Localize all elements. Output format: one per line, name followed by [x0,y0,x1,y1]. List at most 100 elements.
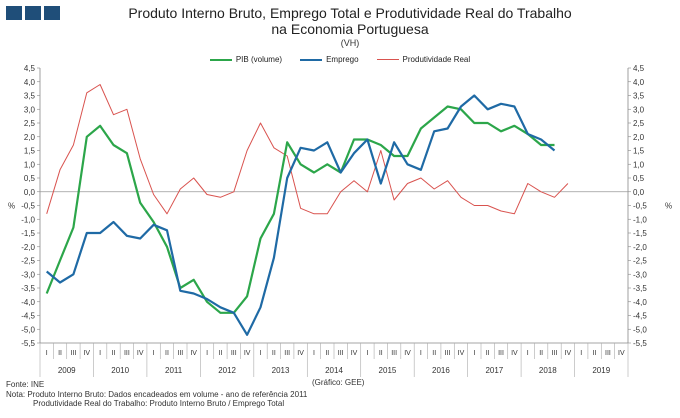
quarter-label: III [605,350,611,357]
y-tick-label-left: 4,5 [24,64,36,73]
quarter-label: II [58,350,62,357]
chart-legend: PIB (volume) Emprego Produtividade Real [0,55,680,64]
quarter-label: I [99,350,101,357]
y-tick-label-left: -3,5 [21,284,35,293]
y-tick-label-left: -4,0 [21,298,35,307]
y-tick-label-right: 4,5 [633,64,645,73]
quarter-label: II [325,350,329,357]
y-tick-label-right: -4,0 [633,298,647,307]
y-tick-label-left: 0,0 [24,188,36,197]
quarter-label: III [498,350,504,357]
y-tick-label-left: 3,0 [24,105,36,114]
y-tick-label-right: 0,5 [633,174,645,183]
chart-credit: (Gráfico: GEE) [312,378,365,387]
y-tick-label-right: -5,0 [633,325,647,334]
quarter-label: IV [351,350,358,357]
legend-label: Emprego [326,55,359,64]
series-line-emprego [45,94,556,336]
y-tick-label-right: 0,0 [633,188,645,197]
y-tick-label-left: -2,0 [21,243,35,252]
quarter-label: IV [458,350,465,357]
quarter-label: III [177,350,183,357]
y-unit-right: % [665,202,672,211]
year-label: 2019 [592,366,610,375]
year-label: 2013 [272,366,290,375]
logo-square-icon [44,6,60,20]
quarter-label: I [366,350,368,357]
y-tick-label-left: 2,5 [24,119,36,128]
y-tick-label-left: -0,5 [21,202,35,211]
year-label: 2017 [485,366,503,375]
chart-subtitle: (VH) [340,38,360,48]
quarter-label: II [112,350,116,357]
year-label: 2011 [165,366,183,375]
source-note: Fonte: INE [6,380,45,389]
legend-line-icon [209,58,232,61]
quarter-label: II [432,350,436,357]
legend-label: PIB (volume) [235,55,283,64]
bank-logo [6,6,60,20]
y-tick-label-right: -3,5 [633,284,647,293]
quarter-label: IV [190,350,197,357]
quarter-label: II [593,350,597,357]
quarter-label: III [284,350,290,357]
y-tick-label-left: -3,0 [21,270,35,279]
quarter-label: IV [618,350,625,357]
quarter-label: II [539,350,543,357]
quarter-label: I [580,350,582,357]
year-label: 2016 [432,366,450,375]
quarter-label: II [165,350,169,357]
y-tick-label-right: 2,5 [633,119,645,128]
y-tick-label-left: 0,5 [24,174,36,183]
y-tick-label-right: 3,5 [633,92,645,101]
year-label: 2018 [539,366,557,375]
year-label: 2012 [218,366,236,375]
y-tick-label-right: -3,0 [633,270,647,279]
quarter-label: I [46,350,48,357]
legend-item-emprego: Emprego [300,55,359,64]
quarter-label: I [527,350,529,357]
y-tick-label-right: -5,5 [633,339,647,348]
y-tick-label-right: 2,0 [633,133,645,142]
series-line-produtividade [46,84,569,215]
legend-label: Produtividade Real [402,55,471,64]
y-tick-label-right: -1,0 [633,215,647,224]
note-pib: Nota: Produto Interno Bruto: Dados encad… [6,389,308,399]
quarter-label: IV [297,350,304,357]
quarter-label: IV [511,350,518,357]
quarter-label: III [338,350,344,357]
quarter-label: I [260,350,262,357]
quarter-label: IV [137,350,144,357]
year-label: 2015 [379,366,397,375]
y-tick-label-right: -2,5 [633,257,647,266]
quarter-label: II [218,350,222,357]
quarter-label: IV [244,350,251,357]
logo-square-icon [25,6,41,20]
footer: Fonte: INE Nota: Produto Interno Bruto: … [6,380,307,409]
note-productivity: Produtividade Real do Trabalho: Produto … [33,399,285,408]
legend-line-icon [300,58,323,61]
y-tick-label-left: -2,5 [21,257,35,266]
y-tick-label-left: 3,5 [24,92,36,101]
y-tick-label-left: -5,5 [21,339,35,348]
quarter-label: III [231,350,237,357]
quarter-label: III [124,350,130,357]
year-label: 2010 [111,366,129,375]
y-tick-label-left: 1,5 [24,147,36,156]
quarter-label: IV [565,350,572,357]
quarter-label: IV [404,350,411,357]
y-unit-left: % [8,202,15,211]
year-label: 2009 [58,366,76,375]
y-tick-label-left: -1,5 [21,229,35,238]
y-tick-label-left: -1,0 [21,215,35,224]
y-tick-label-right: -0,5 [633,202,647,211]
y-tick-label-right: -1,5 [633,229,647,238]
quarter-label: III [70,350,76,357]
series-line-pib [45,105,555,314]
y-tick-label-right: 3,0 [633,105,645,114]
y-tick-label-right: -4,5 [633,312,647,321]
quarter-label: IV [83,350,90,357]
y-tick-label-right: 1,5 [633,147,645,156]
quarter-label: I [206,350,208,357]
